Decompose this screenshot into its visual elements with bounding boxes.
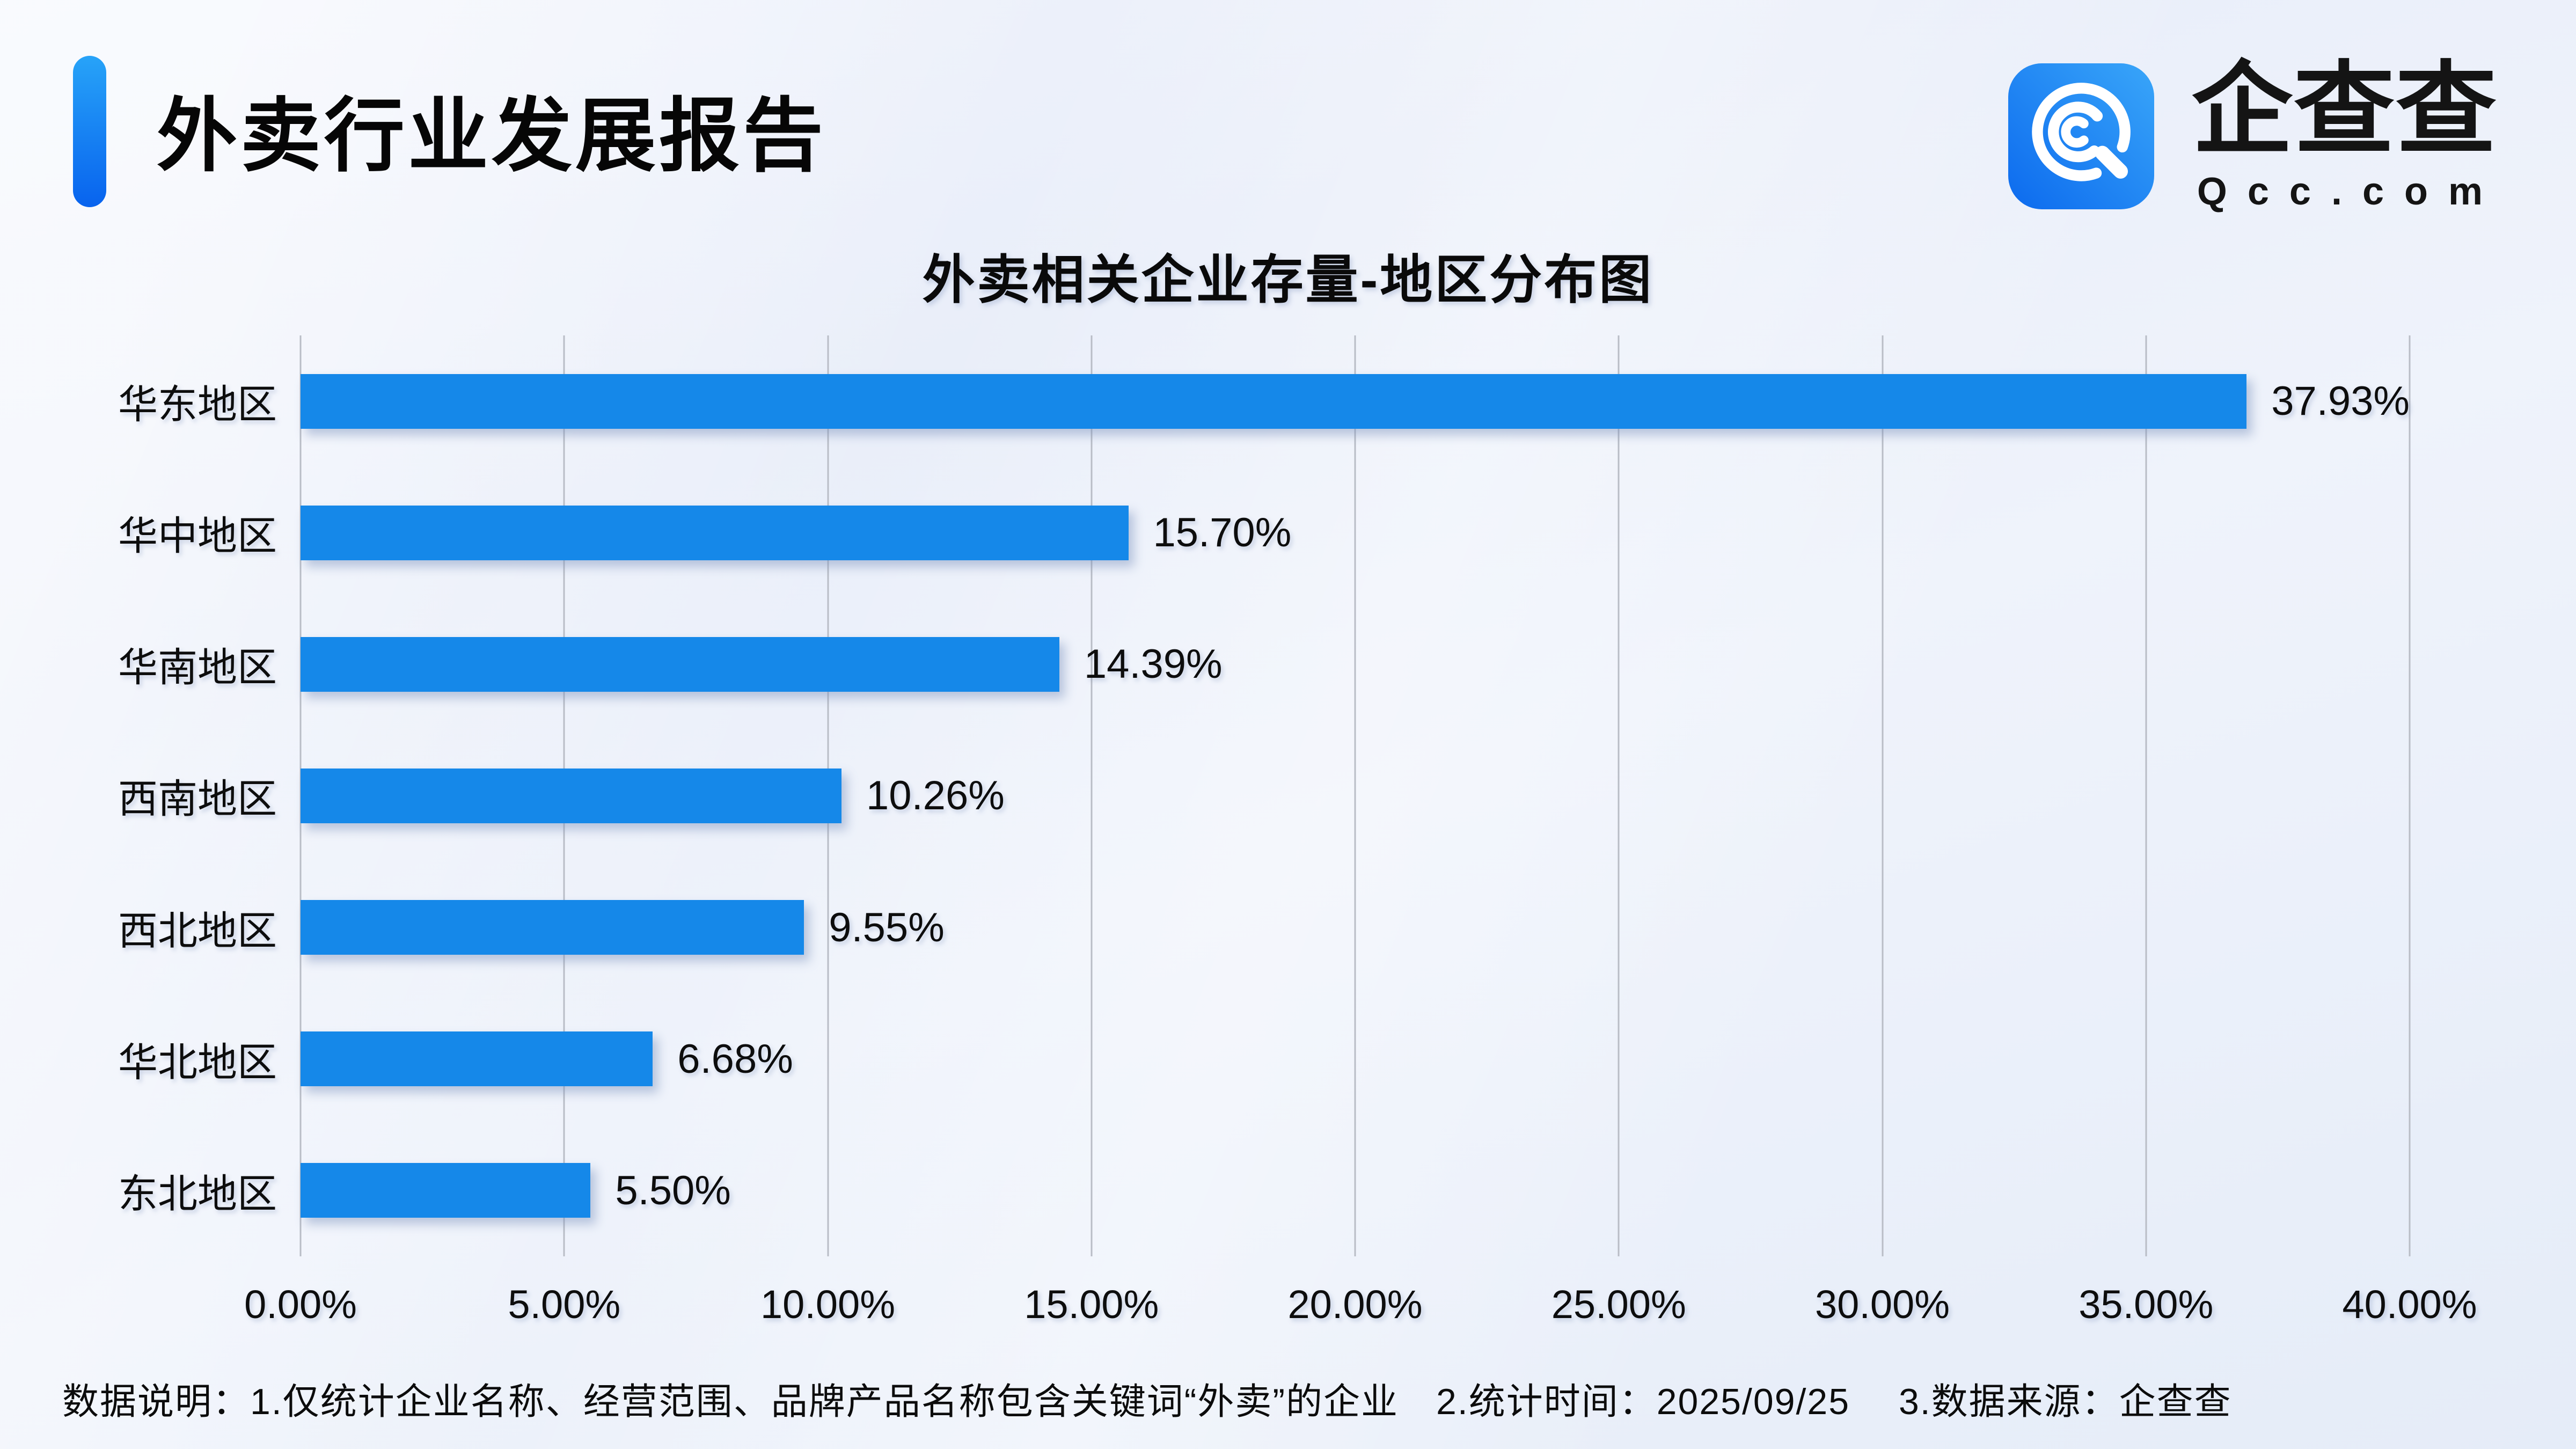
plot-rows: 华东地区 37.93% 华中地区 15.70% 华南地区 14.39% 西南地区 10.26%… <box>118 335 2410 1256</box>
bar-row: 华北地区 6.68% <box>118 993 2410 1125</box>
gridline <box>2145 335 2147 1256</box>
gridline <box>1882 335 1883 1256</box>
qcc-logo-text: 企查查 Qcc.com <box>2186 59 2503 214</box>
bar-row: 华南地区 14.39% <box>118 598 2410 730</box>
category-label: 华中地区 <box>118 514 277 559</box>
report-title: 外卖行业发展报告 <box>157 91 827 181</box>
x-tick-label: 0.00% <box>244 1282 357 1327</box>
x-tick-label: 20.00% <box>1287 1282 1423 1327</box>
bar-value-label: 14.39% <box>1084 641 1223 687</box>
x-tick-label: 30.00% <box>1815 1282 1950 1327</box>
title-accent-bar <box>73 56 106 207</box>
qcc-logo-domain: Qcc.com <box>2197 170 2503 213</box>
bar-row: 西南地区 10.26% <box>118 730 2410 861</box>
bar <box>301 374 2247 429</box>
bar <box>301 636 1059 692</box>
bar <box>301 505 1129 560</box>
gridline <box>1091 335 1093 1256</box>
x-tick-label: 35.00% <box>2079 1282 2214 1327</box>
gridline <box>1354 335 1356 1256</box>
bar <box>301 1163 591 1218</box>
chart-title: 外卖相关企业存量-地区分布图 <box>922 250 1654 309</box>
bar-row: 东北地区 5.50% <box>118 1125 2410 1256</box>
bar-row: 华中地区 15.70% <box>118 467 2410 598</box>
category-label: 西北地区 <box>118 908 277 953</box>
bar <box>301 768 842 823</box>
footer-note: 数据说明：1.仅统计企业名称、经营范围、品牌产品名称包含关键词“外卖”的企业 2… <box>62 1381 2232 1422</box>
bar-value-label: 10.26% <box>866 773 1005 819</box>
category-label: 华北地区 <box>118 1040 277 1085</box>
qcc-logo: 企查查 Qcc.com <box>2008 59 2503 214</box>
x-tick-label: 5.00% <box>508 1282 621 1327</box>
qcc-logo-name: 企查查 <box>2191 53 2498 166</box>
category-label: 西南地区 <box>118 777 277 822</box>
bar-value-label: 6.68% <box>677 1036 793 1082</box>
bar <box>301 900 804 955</box>
category-label: 华南地区 <box>118 645 277 690</box>
header: 外卖行业发展报告 企查查 <box>0 0 2576 231</box>
category-label: 东北地区 <box>118 1171 277 1216</box>
x-tick-label: 25.00% <box>1551 1282 1686 1327</box>
bar-value-label: 9.55% <box>829 904 945 950</box>
bar-chart-plot: 华东地区 37.93% 华中地区 15.70% 华南地区 14.39% 西南地区 10.26%… <box>118 335 2411 1256</box>
gridline <box>1618 335 1620 1256</box>
x-tick-label: 15.00% <box>1024 1282 1159 1327</box>
gridline <box>2409 335 2411 1256</box>
x-tick-label: 40.00% <box>2342 1282 2477 1327</box>
x-tick-label: 10.00% <box>760 1282 895 1327</box>
bar-value-label: 15.70% <box>1153 510 1292 556</box>
x-axis-ticks: 0.00% 5.00% 10.00% 15.00% 20.00% 25.00% 30.00%… <box>244 1282 2477 1335</box>
bar-value-label: 5.50% <box>615 1167 731 1213</box>
bar <box>301 1031 653 1087</box>
bar-row: 西北地区 9.55% <box>118 862 2410 993</box>
bar-row: 华东地区 37.93% <box>118 335 2410 467</box>
bar-value-label: 37.93% <box>2271 378 2410 425</box>
qcc-logo-icon <box>2008 63 2154 209</box>
category-label: 华东地区 <box>118 382 277 427</box>
